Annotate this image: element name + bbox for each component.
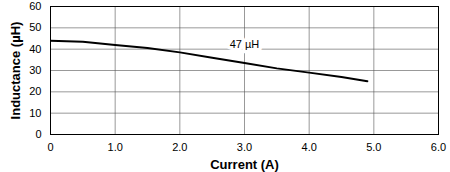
svg-text:40: 40 (29, 43, 41, 55)
svg-text:60: 60 (29, 0, 41, 12)
svg-text:10: 10 (29, 107, 41, 119)
svg-text:Inductance (µH): Inductance (µH) (8, 22, 23, 120)
svg-text:20: 20 (29, 85, 41, 97)
svg-text:30: 30 (29, 64, 41, 76)
svg-text:Current (A): Current (A) (210, 157, 279, 172)
svg-text:3.0: 3.0 (237, 141, 252, 153)
svg-text:2.0: 2.0 (172, 141, 187, 153)
svg-text:6.0: 6.0 (431, 141, 446, 153)
svg-text:5.0: 5.0 (366, 141, 381, 153)
svg-text:1.0: 1.0 (108, 141, 123, 153)
svg-text:50: 50 (29, 21, 41, 33)
svg-text:47 µH: 47 µH (230, 38, 260, 50)
svg-text:0: 0 (47, 141, 53, 153)
svg-text:0: 0 (35, 128, 41, 140)
svg-text:4.0: 4.0 (302, 141, 317, 153)
